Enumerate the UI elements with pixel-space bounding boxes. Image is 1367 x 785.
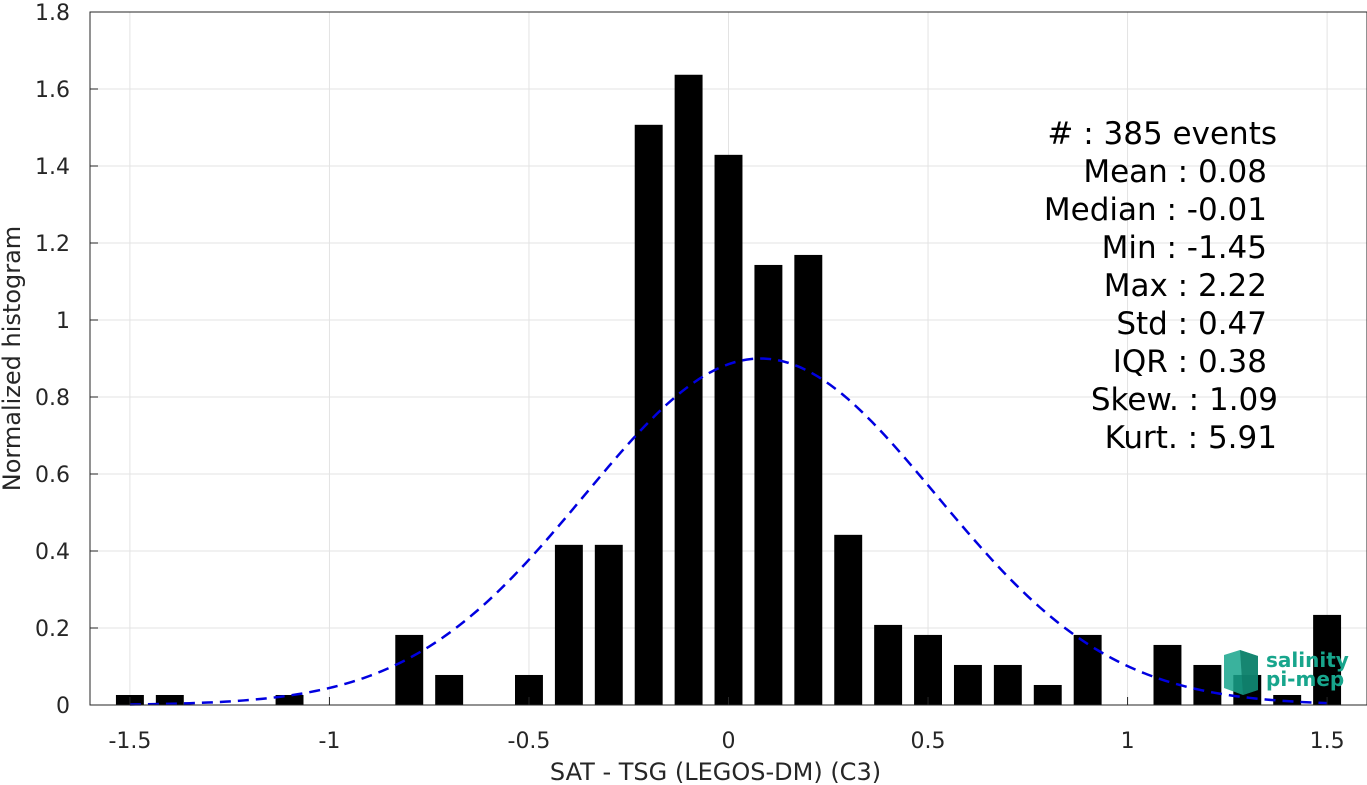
histogram-bar [634,124,663,706]
x-axis-title: SAT - TSG (LEGOS-DM) (C3) [550,758,881,785]
y-tick-label: 1 [56,309,70,334]
stats-line: Median : -0.01 [1044,192,1267,228]
stats-line: Kurt. : 5.91 [1105,420,1277,456]
y-tick-label: 0 [56,694,70,719]
x-tick-label: 1.5 [1310,729,1345,754]
y-tick-label: 0.8 [35,386,70,411]
stats-line: IQR : 0.38 [1113,344,1267,380]
histogram-bar [435,674,464,705]
histogram-bar [1153,644,1182,705]
y-axis-ticks: 0 0.2 0.4 0.6 0.8 1 1.2 1.4 1.6 1.8 [35,1,98,719]
stats-line: Mean : 0.08 [1083,154,1267,190]
logo-text-salinity: salinity [1266,648,1349,672]
normal-fit-curve [129,357,1328,706]
histogram-bar [993,664,1022,705]
stats-line: Max : 2.22 [1104,268,1267,304]
stats-line: # : 385 events [1047,116,1277,152]
y-tick-label: 1.4 [35,155,70,180]
histogram-bar [395,634,424,705]
histogram-bar [594,544,623,705]
histogram-bar [834,534,863,705]
x-tick-label: 0 [722,729,736,754]
y-tick-label: 1.6 [35,78,70,103]
histogram-bar [1073,634,1102,705]
salinity-pimep-logo: salinity pi-mep [1224,648,1349,695]
histogram-bar [554,544,583,705]
y-tick-label: 0.4 [35,540,70,565]
x-tick-label: 1 [1121,729,1135,754]
histogram-bar [914,634,942,705]
x-tick-label: -0.5 [508,729,551,754]
histogram-bar [275,694,304,705]
histogram-bar [953,664,982,705]
x-tick-label: 0.5 [911,729,946,754]
logo-mark-shade [1240,650,1258,695]
histogram-bar [874,624,903,705]
histogram-bar [1313,614,1342,705]
y-tick-label: 1.8 [35,1,70,26]
x-tick-label: -1 [318,729,340,754]
histogram-bar [155,694,184,705]
y-tick-label: 0.6 [35,463,70,488]
histogram-bar [794,254,823,705]
y-tick-label: 1.2 [35,232,70,257]
histogram-bar [1193,664,1222,705]
histogram-bar [754,264,783,705]
stats-line: Skew. : 1.09 [1091,382,1278,418]
stats-line: Std : 0.47 [1116,306,1267,342]
x-tick-label: -1.5 [108,729,151,754]
logo-text-pimep: pi-mep [1266,667,1344,691]
stats-line: Min : -1.45 [1102,230,1267,266]
histogram-bars [115,74,1342,706]
y-axis-title: Normalized histogram [0,226,26,491]
histogram-bar [674,74,703,705]
histogram-bar [1033,684,1062,705]
y-tick-label: 0.2 [35,617,70,642]
x-axis-ticks: -1.5 -1 -0.5 0 0.5 1 1.5 [108,697,1345,754]
histogram-bar [714,154,743,705]
